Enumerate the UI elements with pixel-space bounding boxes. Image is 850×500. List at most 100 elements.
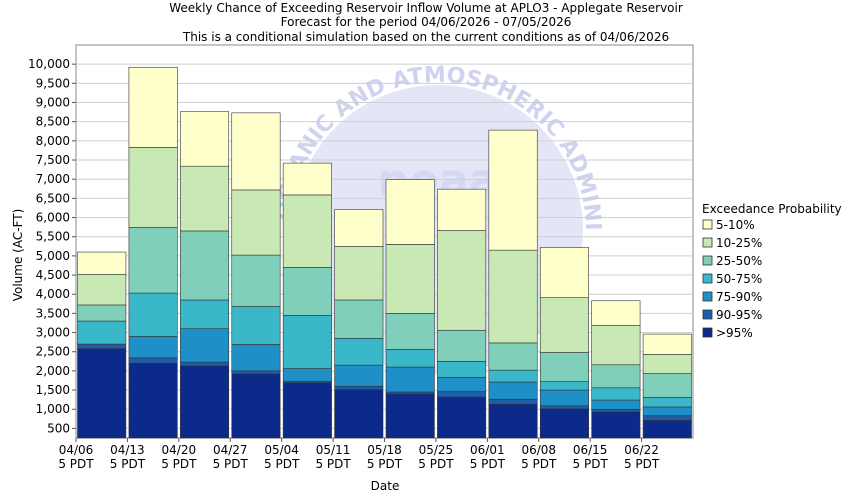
bar-segment [334,389,384,439]
y-tick-label: 4,000 [36,287,70,301]
bar-segment [334,245,384,301]
y-tick-label: 10,000 [28,57,70,71]
bar-segment [128,66,178,148]
bar-segment [385,393,435,439]
bar-segment [231,344,281,372]
bar-segment [539,297,589,353]
bar-segment [128,336,178,359]
legend-entry: 25-50% [716,254,762,268]
bar-segment [591,387,641,401]
bar-segment [642,333,692,355]
bar-segment [180,365,230,439]
bar-segment [437,396,487,439]
bar-segment [180,111,230,167]
bar-segment [231,370,281,375]
x-tick-label: 05/04 [264,443,299,457]
y-axis-label: Volume (AC-FT) [11,209,25,302]
bar-segment [180,299,230,330]
bar-segment [334,209,384,247]
legend-swatch [702,327,713,338]
bar-segment [77,320,127,345]
bar-segment [539,381,589,391]
bar-segment [385,349,435,368]
bar-stack [77,251,127,439]
bars-group [77,66,692,439]
y-tick-label: 1,500 [36,383,70,397]
legend-swatch [702,237,713,248]
chart-subtitle-period: Forecast for the period 04/06/2026 - 07/… [281,15,572,29]
x-tick-label: 05/11 [316,443,351,457]
x-tick-label: 04/06 [59,443,94,457]
bar-segment [539,408,589,439]
bar-segment [231,373,281,439]
y-tick-label: 6,000 [36,211,70,225]
bar-segment [231,306,281,345]
bar-stack [231,112,281,439]
x-tick-label: 06/22 [624,443,659,457]
x-tick-label: 04/20 [162,443,197,457]
y-tick-label: 9,000 [36,96,70,110]
bar-segment [591,364,641,389]
legend-entry: 10-25% [716,236,762,250]
bar-stack [128,66,178,439]
bar-segment [437,188,487,231]
chart-subtitle-conditional: This is a conditional simulation based o… [182,30,669,44]
bar-segment [334,385,384,390]
y-tick-label: 3,000 [36,326,70,340]
x-tick-sublabel: 5 PDT [418,457,454,471]
legend-swatch [702,291,713,302]
y-tick-label: 3,500 [36,306,70,320]
bar-segment [591,399,641,410]
bar-segment [591,411,641,439]
bar-segment [437,377,487,392]
bar-segment [231,112,281,191]
bar-stack [334,209,384,439]
bar-segment [334,364,384,387]
bar-stack [282,162,332,439]
bar-segment [180,361,230,367]
bar-stack [180,111,230,439]
legend-entry: 5-10% [716,218,755,232]
y-tick-label: 500 [47,421,70,435]
bar-segment [128,292,178,337]
bar-segment [591,324,641,366]
legend-title: Exceedance Probability [702,202,842,216]
bar-segment [437,230,487,331]
x-tick-label: 05/25 [419,443,454,457]
bar-segment [180,165,230,232]
bar-segment [128,357,178,364]
bar-segment [282,267,332,316]
bar-segment [642,415,692,421]
bar-segment [334,299,384,339]
y-axis-ticks: 500 1,000 1,500 2,000 2,500 3,000 3,500 4,000 4,… [28,57,76,435]
bar-segment [231,189,281,256]
x-tick-sublabel: 5 PDT [264,457,300,471]
x-tick-sublabel: 5 PDT [213,457,249,471]
bar-segment [591,408,641,413]
bar-stack [385,179,435,439]
x-tick-label: 05/18 [367,443,402,457]
bar-segment [282,368,332,382]
bar-segment [385,244,435,314]
legend-entry: 50-75% [716,272,762,286]
x-tick-label: 06/01 [470,443,505,457]
x-tick-label: 06/15 [573,443,608,457]
y-tick-label: 2,500 [36,345,70,359]
y-tick-label: 9,500 [36,76,70,90]
bar-segment [282,382,332,439]
bar-stack [488,129,538,439]
legend-entry: 75-90% [716,290,762,304]
bar-segment [77,273,127,306]
legend-swatch [702,309,713,320]
legend-entry: 90-95% [716,308,762,322]
y-tick-label: 7,000 [36,172,70,186]
bar-stack [437,188,487,439]
bar-stack [539,247,589,439]
legend: Exceedance Probability 5-10% 10-25% 25-50%… [702,202,842,340]
bar-segment [488,381,538,400]
y-tick-label: 4,500 [36,268,70,282]
bar-segment [282,194,332,268]
x-tick-sublabel: 5 PDT [624,457,660,471]
bar-segment [180,328,230,363]
